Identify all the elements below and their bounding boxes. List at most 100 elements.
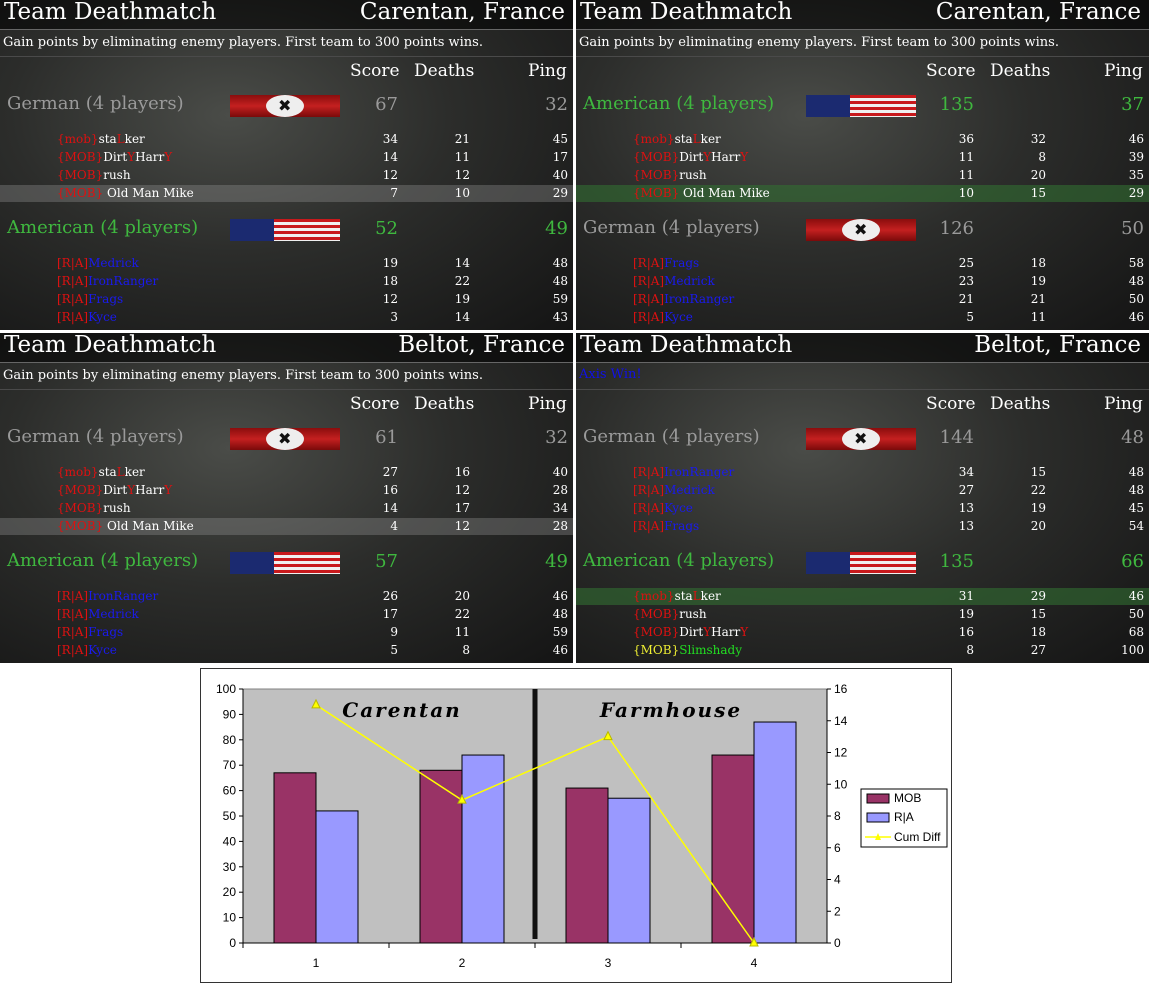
player-deaths: 16 [454, 465, 470, 479]
player-deaths: 27 [1030, 643, 1046, 657]
clan-tag: [R|A] [57, 607, 89, 621]
team-name: German (4 players) [7, 426, 184, 447]
bar-mob [565, 787, 609, 944]
player-name: [R|A]Frags [57, 292, 123, 306]
player-name: {MOB} Old Man Mike [57, 519, 194, 533]
american-flag-icon [806, 95, 916, 117]
map-name: Beltot, France [398, 333, 565, 358]
player-deaths: 11 [454, 625, 470, 639]
player-score: 27 [958, 483, 974, 497]
clan-tag: [R|A] [633, 256, 665, 270]
y-tick-label: 10 [223, 911, 237, 925]
player-deaths: 17 [454, 501, 470, 515]
player-name-text: sta [98, 465, 117, 479]
game-mode-title: Team Deathmatch [580, 333, 793, 358]
player-score: 14 [382, 150, 398, 164]
player-deaths: 22 [454, 607, 470, 621]
bar-mob [273, 772, 317, 944]
player-name-text: Slimshady [679, 643, 742, 657]
game-mode-title: Team Deathmatch [4, 0, 217, 25]
player-row: [R|A]Medrick 19 14 48 [0, 255, 573, 272]
player-name-accent: L [692, 132, 701, 146]
player-name: [R|A]IronRanger [633, 465, 734, 479]
scoreboard-panel: Team Deathmatch Carentan, France Gain poin… [0, 0, 573, 330]
clan-tag: {MOB} [57, 150, 104, 164]
header-separator [0, 56, 573, 57]
player-ping: 59 [552, 625, 568, 639]
american-flag-icon [806, 552, 916, 574]
cum-diff-marker [311, 698, 321, 709]
player-score: 11 [958, 150, 974, 164]
player-name-text: Dirt [679, 150, 704, 164]
y-tick-label: 100 [216, 682, 236, 696]
team-name: American (4 players) [7, 550, 199, 571]
american-flag-icon [230, 219, 340, 241]
scoreboard-panel: Team Deathmatch Beltot, France Gain points… [0, 333, 573, 663]
player-ping: 46 [1128, 310, 1144, 324]
clan-tag: [R|A] [633, 292, 665, 306]
player-deaths: 11 [1030, 310, 1046, 324]
player-deaths: 29 [1030, 589, 1046, 603]
scoreboard-header [0, 333, 573, 363]
score-column-header: Score [926, 61, 976, 81]
player-row: [R|A]Medrick 27 22 48 [576, 482, 1149, 499]
clan-tag: {mob} [633, 589, 675, 603]
clan-tag: [R|A] [57, 274, 89, 288]
player-score: 14 [382, 501, 398, 515]
player-name-accent: Y [703, 150, 712, 164]
y-tick-label: 70 [223, 758, 237, 772]
player-score: 34 [958, 465, 974, 479]
team-ping: 66 [1121, 551, 1144, 572]
player-name-text: Harr [711, 625, 741, 639]
player-name: {mob}staLker [57, 465, 145, 479]
player-name-text: Dirt [103, 150, 128, 164]
player-score: 10 [958, 186, 974, 200]
y-tick-label: 80 [223, 733, 237, 747]
y2-tick-label: 4 [834, 873, 841, 887]
player-name: [R|A]Kyce [633, 310, 693, 324]
player-name-text: Dirt [679, 625, 704, 639]
player-score: 21 [958, 292, 974, 306]
player-row: {MOB}DirtYHarrY 14 11 17 [0, 149, 573, 166]
player-name-text: Kyce [88, 643, 117, 657]
player-row: {MOB}DirtYHarrY 16 12 28 [0, 482, 573, 499]
player-name: {mob}staLker [57, 132, 145, 146]
team-ping: 50 [1121, 218, 1144, 239]
clan-tag: {MOB} [633, 186, 680, 200]
cum-diff-marker [603, 730, 613, 741]
team-score: 144 [939, 427, 974, 448]
player-name: {MOB}rush [57, 501, 131, 515]
clan-tag: [R|A] [57, 310, 89, 324]
player-ping: 28 [552, 483, 568, 497]
player-name-text: Medrick [88, 256, 139, 270]
player-name: {MOB}rush [633, 168, 707, 182]
ping-column-header: Ping [1104, 61, 1143, 81]
player-deaths: 12 [454, 483, 470, 497]
cum-diff-line [315, 704, 755, 944]
player-name: [R|A]Medrick [57, 256, 139, 270]
player-name-text: Medrick [664, 483, 715, 497]
player-name-text: sta [98, 132, 117, 146]
german-flag-icon: ✖ [806, 219, 916, 241]
player-deaths: 18 [1030, 256, 1046, 270]
player-score: 31 [958, 589, 974, 603]
scoreboard-header [0, 0, 573, 30]
team-ping: 48 [1121, 427, 1144, 448]
player-deaths: 20 [1030, 168, 1046, 182]
player-ping: 48 [552, 607, 568, 621]
player-name-text: rush [103, 168, 131, 182]
player-row: {mob}staLker 31 29 46 [576, 588, 1149, 605]
player-ping: 50 [1128, 607, 1144, 621]
team-name: German (4 players) [583, 426, 760, 447]
team-name: American (4 players) [7, 217, 199, 238]
player-name-accent: Y [164, 483, 173, 497]
player-score: 19 [382, 256, 398, 270]
player-name: [R|A]IronRanger [57, 589, 158, 603]
player-deaths: 20 [454, 589, 470, 603]
player-name-text: Kyce [88, 310, 117, 324]
player-ping: 29 [552, 186, 568, 200]
y-tick-label: 30 [223, 860, 237, 874]
german-flag-icon: ✖ [230, 428, 340, 450]
cum-diff-marker [749, 936, 759, 947]
player-deaths: 21 [1030, 292, 1046, 306]
